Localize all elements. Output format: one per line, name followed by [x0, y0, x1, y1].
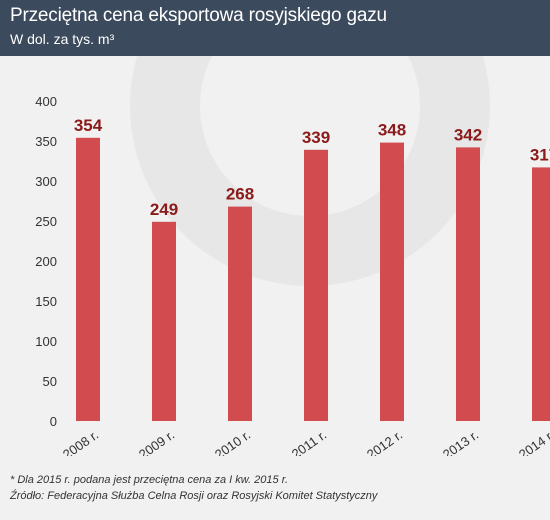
- bar: [76, 137, 100, 422]
- y-tick-label: 50: [43, 374, 57, 389]
- x-tick-label: 2010 r.: [212, 427, 253, 456]
- y-axis: 0 50 100 150 200 250 300 350 400: [35, 94, 57, 429]
- y-tick-label: 250: [35, 214, 57, 229]
- footnote-2015: * Dla 2015 r. podana jest przeciętna cen…: [10, 474, 289, 486]
- source-note: Źródło: Federacyjna Służba Celna Rosji o…: [10, 490, 378, 502]
- y-tick-label: 300: [35, 174, 57, 189]
- y-tick-label: 200: [35, 254, 57, 269]
- x-axis-labels-group: 2008 r. 2009 r. 2010 r. 2011 r. 2012 r. 2013 …: [60, 427, 550, 456]
- bar: [304, 149, 328, 422]
- bar: [228, 206, 252, 421]
- value-label: 317: [530, 145, 550, 164]
- value-label: 268: [226, 185, 254, 204]
- value-label: 348: [378, 121, 406, 140]
- bar: [380, 142, 404, 421]
- x-tick-label: 2008 r.: [60, 427, 101, 456]
- bars-group: [76, 137, 550, 422]
- x-tick-label: 2013 r.: [440, 427, 481, 456]
- chart-subtitle: W dol. za tys. m³: [10, 31, 115, 47]
- value-label: 342: [454, 125, 482, 144]
- bar: [456, 147, 480, 421]
- x-tick-label: 2014 r.: [516, 427, 550, 456]
- bar-chart: 0 50 100 150 200 250 300 350 400 354 249 268 339 348…: [35, 56, 550, 456]
- chart-title: Przeciętna cena eksportowa rosyjskiego g…: [10, 5, 387, 26]
- y-tick-label: 350: [35, 134, 57, 149]
- x-tick-label: 2011 r.: [289, 427, 329, 456]
- y-tick-label: 150: [35, 294, 57, 309]
- bar: [152, 221, 176, 421]
- plot-area: 0 50 100 150 200 250 300 350 400 354 249 268 339 348…: [0, 56, 550, 520]
- value-labels-group: 354249268339348342317265: [74, 116, 550, 219]
- value-label: 354: [74, 116, 103, 135]
- x-tick-label: 2012 r.: [364, 427, 405, 456]
- value-label: 339: [302, 128, 330, 147]
- value-label: 249: [150, 200, 178, 219]
- y-tick-label: 0: [50, 414, 57, 429]
- bar: [532, 167, 550, 421]
- y-tick-label: 100: [35, 334, 57, 349]
- x-tick-label: 2009 r.: [136, 427, 177, 456]
- y-tick-label: 400: [35, 94, 57, 109]
- chart-header: Przeciętna cena eksportowa rosyjskiego g…: [0, 0, 550, 56]
